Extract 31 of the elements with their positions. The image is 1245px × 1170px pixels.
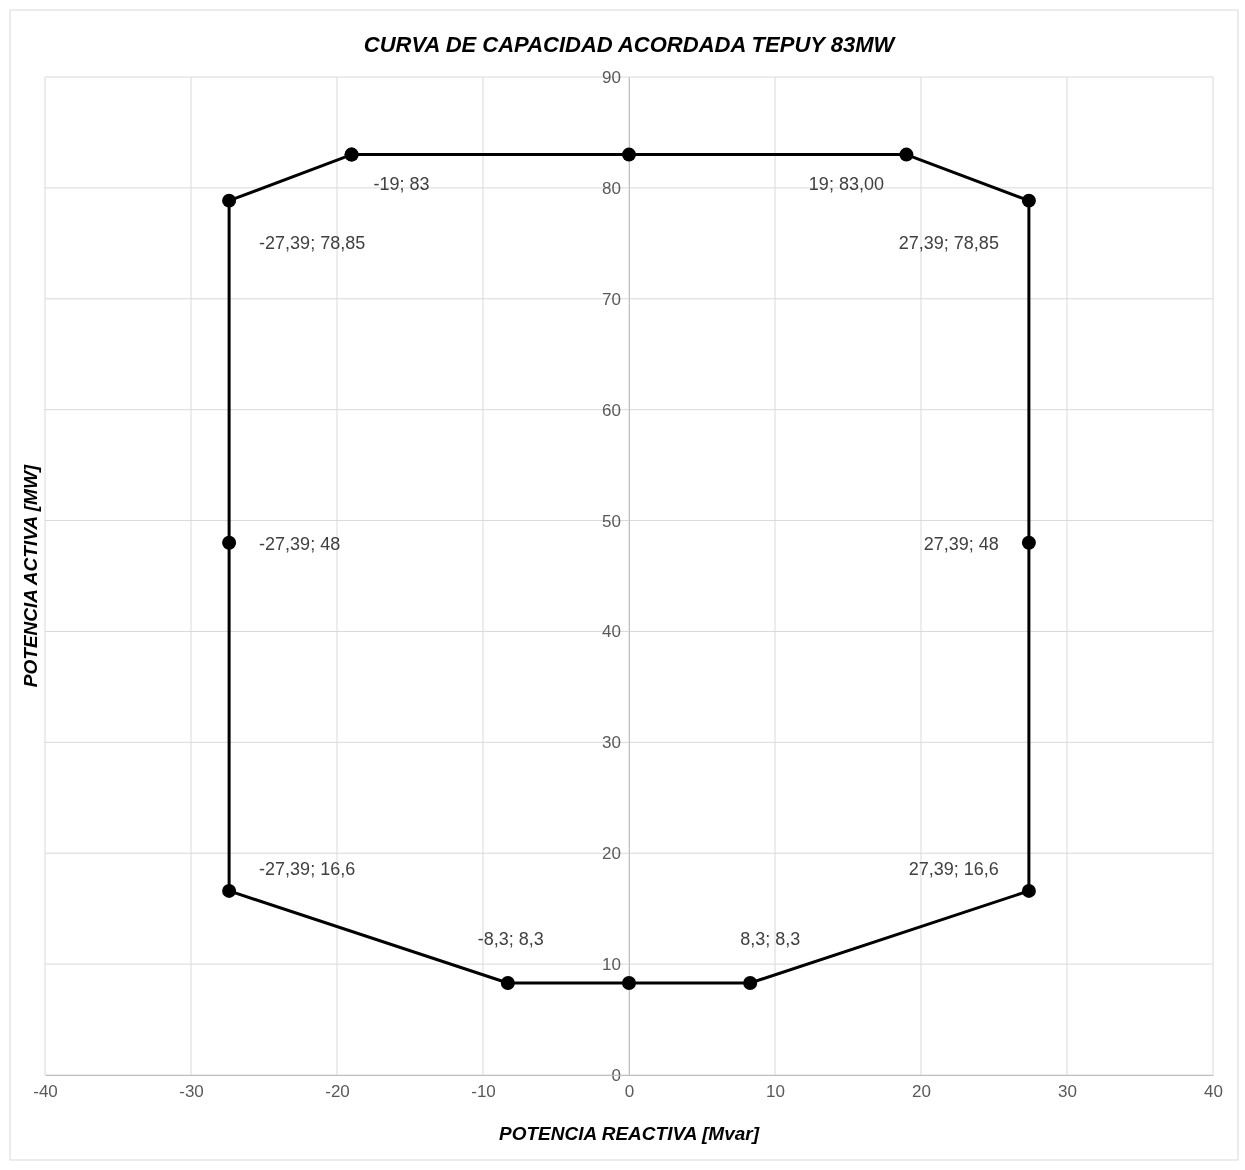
y-tick-label: 10 [602,955,621,975]
y-tick-label: 30 [602,733,621,753]
x-tick-label: -20 [325,1082,350,1102]
y-tick-label: 20 [602,844,621,864]
y-axis-title: POTENCIA ACTIVA [MW] [20,464,41,688]
data-label: 8,3; 8,3 [740,928,801,949]
y-tick-label: 70 [602,289,621,309]
x-tick-label: 40 [1204,1082,1223,1102]
x-tick-label: 30 [1058,1082,1077,1102]
x-tick-label: 20 [912,1082,931,1102]
data-label: 27,39; 78,85 [898,232,999,253]
data-label: -27,39; 16,6 [259,858,356,879]
data-label: -8,3; 8,3 [477,928,544,949]
x-axis-title: POTENCIA REACTIVA [Mvar] [498,1123,760,1144]
y-tick-label: 80 [602,178,621,198]
y-tick-label: 90 [602,67,621,87]
x-tick-label: -30 [179,1082,204,1102]
x-tick-label: 0 [624,1082,635,1102]
y-tick-label: 60 [602,400,621,420]
x-tick-label: 10 [766,1082,785,1102]
data-label: -27,39; 48 [259,533,341,554]
x-tick-label: -40 [33,1082,58,1102]
chart-title: CURVA DE CAPACIDAD ACORDADA TEPUY 83MW [363,32,897,57]
data-label: -19; 83 [373,173,430,194]
x-tick-label: -10 [471,1082,496,1102]
y-tick-label: 50 [602,511,621,531]
data-label: 19; 83,00 [808,173,884,194]
data-label: -27,39; 78,85 [259,232,366,253]
y-tick-label: 40 [602,622,621,642]
data-label: 27,39; 16,6 [908,858,999,879]
data-label: 27,39; 48 [923,533,999,554]
